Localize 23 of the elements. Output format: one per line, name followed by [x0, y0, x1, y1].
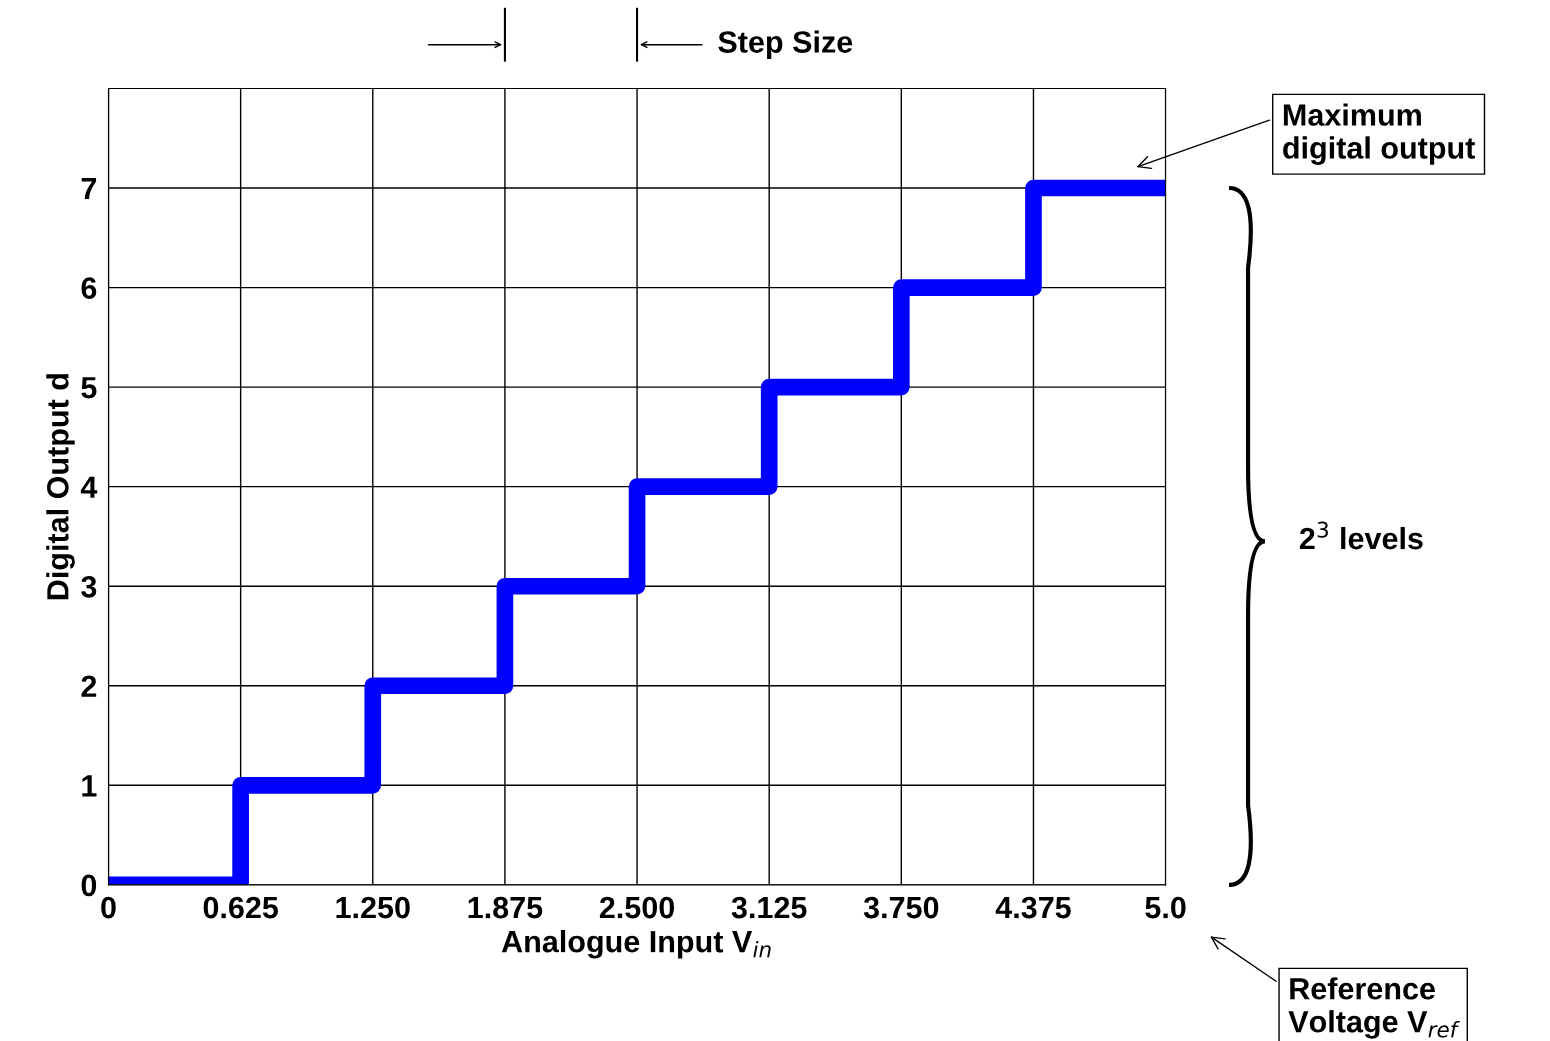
x-tick-label: 4.375 [995, 896, 1071, 919]
x-tick-label: 3.125 [731, 896, 807, 919]
y-tick-label: 6 [81, 277, 97, 299]
y-axis-title: Digital Output d [46, 374, 75, 600]
y-tick-label: 4 [80, 476, 98, 498]
x-tick-label: 1.250 [336, 896, 410, 919]
y-tick-label: 2 [81, 675, 97, 697]
text: 2$^{3}$ levels [1299, 521, 1423, 550]
text: Maximum digital output [1283, 103, 1475, 165]
x-tick-label: 5.0 [1145, 896, 1186, 919]
y-tick-label: 5 [81, 377, 97, 399]
x-tick-label: 1.875 [468, 896, 543, 919]
x-tick-label: 0 [101, 896, 116, 919]
y-tick-label: 1 [82, 775, 97, 797]
text: Reference Voltage V$_{ref}$ [1288, 977, 1460, 1039]
y-tick-label: 7 [81, 178, 97, 200]
x-tick-label: 2.500 [599, 896, 675, 919]
x-axis-title: Analogue Input V$_{in}$ [501, 930, 771, 959]
text: Step Size [718, 30, 853, 59]
y-tick-label: 0 [81, 874, 97, 897]
x-tick-label: 0.625 [203, 896, 279, 919]
y-tick-label: 3 [81, 575, 97, 598]
x-tick-label: 3.750 [863, 896, 939, 919]
